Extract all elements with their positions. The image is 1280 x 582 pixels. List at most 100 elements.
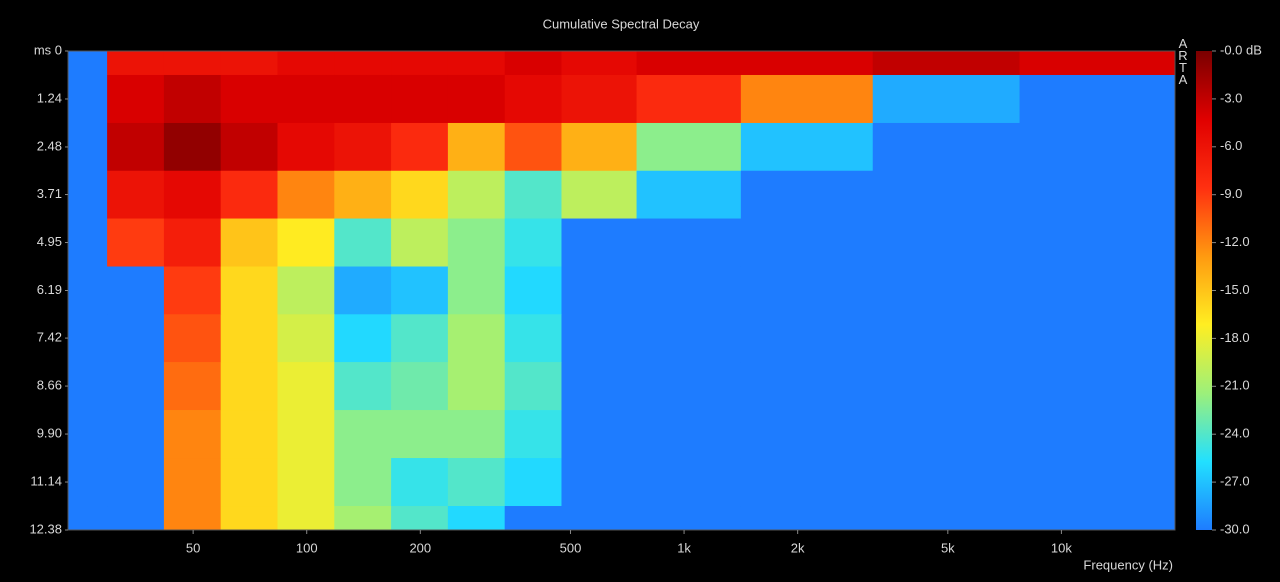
heat-cell (163, 362, 222, 411)
heat-cell (636, 170, 742, 220)
heat-cell (636, 266, 742, 315)
heat-cell (636, 314, 742, 363)
x-axis-label: Frequency (Hz) (1083, 557, 1173, 572)
colorbar-tick-label: -24.0 (1220, 426, 1250, 441)
heat-cell (636, 122, 742, 172)
heat-cell (277, 314, 335, 363)
heat-cell (872, 362, 1021, 411)
heat-cell (107, 506, 165, 531)
heat-cell (220, 170, 278, 220)
heat-cell (220, 218, 278, 268)
heat-cell (334, 314, 392, 363)
heat-cell (447, 266, 506, 315)
heat-cell (391, 122, 449, 172)
heat-cell (391, 170, 449, 220)
heat-cell (636, 410, 742, 459)
heat-cell (636, 74, 742, 124)
y-tick-label: 8.66 (37, 378, 62, 393)
heat-cell (220, 122, 278, 172)
heat-cell (68, 266, 108, 315)
colorbar-tick-label: -27.0 (1220, 474, 1250, 489)
heat-cell (561, 122, 638, 172)
heat-cell (277, 218, 335, 268)
y-tick-label: 3.71 (37, 186, 62, 201)
y-tick-label: 2.48 (37, 138, 62, 153)
x-tick-label: 50 (186, 540, 200, 555)
heat-cell (68, 74, 108, 124)
x-tick-label: 500 (560, 540, 582, 555)
heat-cell (277, 51, 335, 76)
heat-cell (391, 266, 449, 315)
heat-cell (107, 51, 165, 76)
heat-cell (68, 410, 108, 459)
heat-cell (504, 314, 562, 363)
heat-cell (872, 218, 1021, 268)
heat-cell (447, 506, 506, 531)
heat-cell (277, 458, 335, 507)
heat-cell (447, 410, 506, 459)
heat-cell (334, 74, 392, 124)
heat-cell (1019, 266, 1176, 315)
heat-cell (277, 506, 335, 531)
y-tick-label: 1.24 (37, 90, 62, 105)
heat-cell (740, 266, 874, 315)
heat-cell (107, 362, 165, 411)
heat-cell (1019, 74, 1176, 124)
heat-cell (220, 458, 278, 507)
heat-cell (391, 362, 449, 411)
heat-cell (504, 74, 562, 124)
heat-cell (163, 218, 222, 268)
heat-cell (504, 170, 562, 220)
heat-cell (561, 170, 638, 220)
heat-cell (1019, 122, 1176, 172)
heat-cell (163, 314, 222, 363)
y-tick-label: 12.38 (29, 521, 62, 536)
watermark: ARTA (1176, 36, 1191, 84)
x-tick-label: 5k (941, 540, 955, 555)
heat-cell (220, 74, 278, 124)
heat-cell (334, 122, 392, 172)
heat-cell (107, 122, 165, 172)
colorbar-tick-label: -21.0 (1220, 378, 1250, 393)
heat-cell (334, 51, 392, 76)
heat-cell (447, 218, 506, 268)
heat-cell (1019, 410, 1176, 459)
x-tick-label: 1k (677, 540, 691, 555)
heat-cell (872, 170, 1021, 220)
heat-cell (636, 362, 742, 411)
heat-cell (504, 266, 562, 315)
colorbar-tick-label: -30.0 (1220, 521, 1250, 536)
heat-cell (1019, 506, 1176, 531)
heat-cell (636, 506, 742, 531)
heat-cell (447, 170, 506, 220)
heat-cell (68, 51, 108, 76)
heat-cell (163, 266, 222, 315)
heat-cell (872, 74, 1021, 124)
heat-cell (163, 74, 222, 124)
heat-cell (391, 218, 449, 268)
heat-cell (561, 314, 638, 363)
heat-cell (107, 458, 165, 507)
heat-cell (334, 458, 392, 507)
colorbar-tick-label: -0.0 dB (1220, 42, 1262, 57)
heat-cell (1019, 314, 1176, 363)
y-tick-label: 6.19 (37, 282, 62, 297)
heat-cell (220, 266, 278, 315)
heat-cell (391, 410, 449, 459)
heat-cell (740, 218, 874, 268)
heat-cell (740, 122, 874, 172)
heat-cell (447, 74, 506, 124)
heat-cell (447, 122, 506, 172)
heat-cell (1019, 218, 1176, 268)
y-tick-label: ms 0 (34, 42, 62, 57)
heat-cell (220, 410, 278, 459)
x-tick-label: 200 (409, 540, 431, 555)
heat-cell (740, 506, 874, 531)
heat-cell (1019, 362, 1176, 411)
heat-cell (504, 362, 562, 411)
y-tick-label: 7.42 (37, 330, 62, 345)
heat-cell (220, 362, 278, 411)
colorbar-tick-label: -9.0 (1220, 186, 1242, 201)
colorbar (1196, 51, 1212, 530)
heat-cell (334, 266, 392, 315)
